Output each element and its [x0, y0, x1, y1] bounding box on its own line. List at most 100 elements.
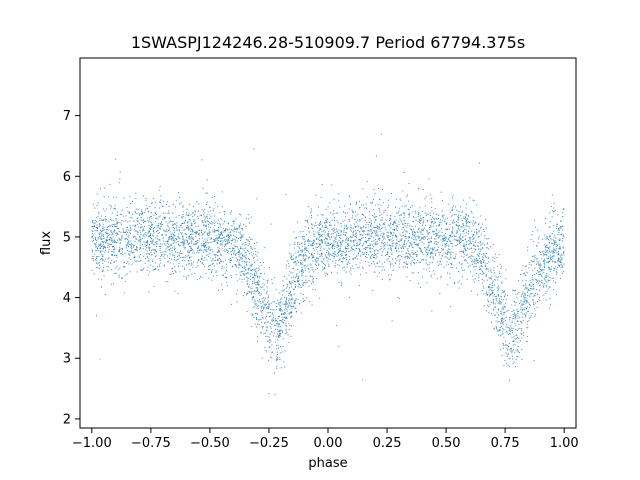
data-point	[402, 227, 404, 229]
data-point	[97, 215, 99, 217]
data-point	[238, 255, 240, 257]
data-point	[365, 248, 367, 250]
data-point	[242, 236, 244, 238]
data-point	[148, 210, 150, 212]
data-point	[118, 239, 120, 241]
data-point	[489, 295, 491, 297]
data-point	[293, 247, 295, 249]
data-point	[293, 262, 295, 264]
data-point	[543, 284, 545, 286]
data-point	[487, 258, 489, 260]
data-point	[167, 213, 169, 215]
data-point	[241, 270, 243, 272]
data-point	[210, 237, 212, 239]
data-point	[524, 299, 526, 301]
data-point	[165, 248, 167, 250]
data-point	[204, 217, 206, 219]
data-point	[490, 321, 492, 323]
data-point	[355, 203, 357, 205]
data-point	[220, 233, 222, 235]
data-point	[152, 197, 154, 199]
data-point	[497, 265, 499, 267]
data-point	[191, 250, 193, 251]
data-point	[377, 227, 379, 229]
data-point	[278, 324, 280, 326]
data-point	[191, 263, 193, 265]
data-point	[533, 302, 535, 304]
data-point	[428, 228, 430, 230]
data-point	[350, 229, 352, 231]
data-point	[118, 274, 120, 276]
data-point	[503, 320, 505, 322]
data-point	[381, 278, 383, 280]
data-point	[534, 267, 536, 269]
data-point	[478, 268, 480, 270]
data-point	[294, 300, 296, 302]
data-point	[138, 212, 140, 214]
data-point	[197, 260, 199, 262]
data-point	[530, 316, 532, 318]
data-point	[297, 277, 299, 279]
data-point	[348, 195, 350, 197]
data-point	[544, 253, 546, 255]
data-point	[105, 240, 107, 242]
data-point	[403, 214, 405, 216]
data-point	[236, 301, 238, 303]
data-point	[350, 227, 352, 229]
data-point	[158, 225, 160, 227]
data-point	[406, 231, 408, 233]
data-point	[449, 211, 451, 213]
data-point	[109, 218, 111, 220]
data-point	[104, 187, 106, 189]
data-point	[242, 273, 244, 275]
data-point	[130, 228, 132, 230]
data-point	[413, 261, 415, 263]
data-point	[110, 230, 112, 232]
data-point	[150, 232, 152, 234]
data-point	[223, 267, 225, 269]
data-point	[142, 228, 144, 230]
data-point	[308, 252, 310, 254]
data-point	[329, 244, 331, 246]
data-point	[324, 240, 326, 242]
data-point	[225, 228, 227, 230]
data-point	[141, 211, 143, 213]
data-point	[108, 249, 110, 251]
data-point	[254, 299, 256, 301]
data-point	[501, 298, 503, 300]
data-point	[559, 256, 561, 258]
data-point	[528, 267, 530, 269]
data-point	[246, 282, 248, 284]
data-point	[481, 278, 483, 280]
data-point	[539, 284, 541, 286]
data-point	[212, 259, 214, 261]
data-point	[161, 221, 163, 223]
data-point	[267, 312, 269, 314]
data-point	[343, 228, 345, 230]
data-point	[188, 215, 190, 217]
data-point	[429, 194, 431, 196]
data-point	[335, 212, 337, 214]
data-point	[553, 251, 555, 253]
data-point	[521, 304, 523, 306]
data-point	[318, 243, 320, 245]
data-point	[93, 234, 95, 236]
data-point	[301, 251, 303, 253]
data-point	[472, 199, 474, 201]
data-point	[401, 255, 403, 257]
data-point	[375, 227, 377, 229]
data-point	[115, 196, 117, 198]
data-point	[336, 244, 338, 246]
data-point	[177, 265, 179, 267]
data-point	[503, 314, 505, 316]
data-point	[235, 218, 237, 220]
data-point	[144, 233, 146, 235]
data-point	[551, 250, 553, 252]
data-point	[546, 261, 548, 263]
data-point	[160, 195, 162, 197]
data-point	[278, 315, 280, 317]
data-point	[151, 223, 153, 225]
data-point	[462, 199, 464, 201]
data-point	[503, 307, 505, 309]
